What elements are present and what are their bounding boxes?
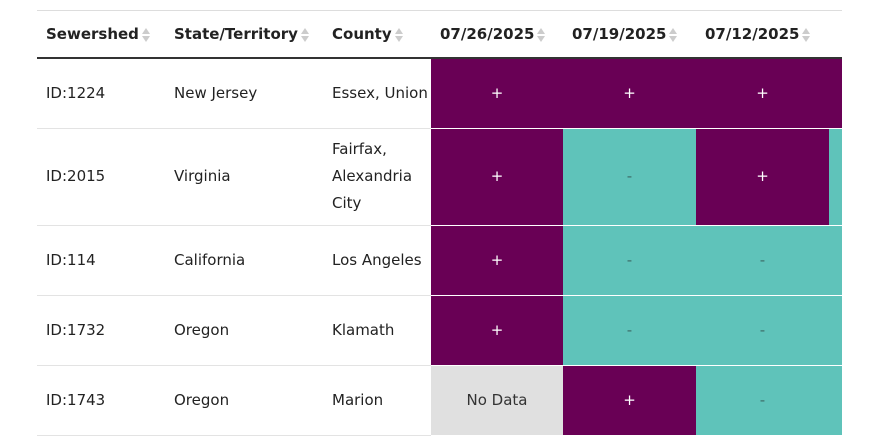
- column-header[interactable]: Sewershed: [37, 10, 165, 59]
- cell: Fairfax, Alexandria City: [323, 128, 431, 226]
- cell: ID:114: [37, 225, 165, 296]
- status-cell: -: [696, 365, 829, 436]
- status-cell: No Data: [431, 365, 563, 436]
- column-header-text: 07/12/2025: [705, 25, 800, 43]
- clipped-column-header: [829, 10, 842, 59]
- cell: ID:1743: [37, 365, 165, 436]
- status-cell: -: [696, 295, 829, 366]
- clipped-cell: [829, 58, 842, 129]
- cell: Virginia: [165, 128, 323, 226]
- cell: ID:1224: [37, 58, 165, 129]
- status-cell: +: [431, 128, 563, 226]
- status-cell: +: [431, 295, 563, 366]
- status-cell: +: [431, 225, 563, 296]
- column-header[interactable]: 07/19/2025: [563, 10, 696, 59]
- clipped-cell: [829, 295, 842, 366]
- data-table: Sewershed State/Territory County 07/26/2025…: [37, 10, 842, 436]
- column-header-text: 07/19/2025: [572, 25, 667, 43]
- column-header-text: County: [332, 25, 392, 43]
- table-container: Sewershed State/Territory County 07/26/2025…: [37, 10, 842, 438]
- clipped-cell: [829, 225, 842, 296]
- cell: Klamath: [323, 295, 431, 366]
- sort-icon[interactable]: [669, 27, 678, 43]
- clipped-cell: [829, 128, 842, 226]
- status-cell: -: [563, 128, 696, 226]
- cell: Essex, Union: [323, 58, 431, 129]
- sort-icon[interactable]: [802, 27, 811, 43]
- column-header-text: Sewershed: [46, 25, 139, 43]
- column-header[interactable]: State/Territory: [165, 10, 323, 59]
- column-header[interactable]: 07/12/2025: [696, 10, 829, 59]
- sort-icon[interactable]: [394, 27, 403, 43]
- status-cell: +: [696, 58, 829, 129]
- column-header[interactable]: 07/26/2025: [431, 10, 563, 59]
- table-row: ID:114 California Los Angeles + - -: [37, 225, 842, 296]
- column-header-text: 07/26/2025: [440, 25, 535, 43]
- column-header-text: State/Territory: [174, 25, 298, 43]
- sort-icon[interactable]: [537, 27, 546, 43]
- cell: New Jersey: [165, 58, 323, 129]
- table-row: ID:1743 Oregon Marion No Data + -: [37, 365, 842, 436]
- status-cell: +: [431, 58, 563, 129]
- sort-icon[interactable]: [300, 27, 309, 43]
- table-row: ID:1224 New Jersey Essex, Union + + +: [37, 58, 842, 129]
- cell: Los Angeles: [323, 225, 431, 296]
- header-row: Sewershed State/Territory County 07/26/2025…: [37, 10, 842, 59]
- table-row: ID:1732 Oregon Klamath + - -: [37, 295, 842, 366]
- sort-icon[interactable]: [141, 27, 150, 43]
- cell: Oregon: [165, 295, 323, 366]
- table-row: ID:2015 Virginia Fairfax, Alexandria City +…: [37, 128, 842, 226]
- status-cell: +: [696, 128, 829, 226]
- status-cell: +: [563, 58, 696, 129]
- cell: Marion: [323, 365, 431, 436]
- cell: ID:2015: [37, 128, 165, 226]
- cell: California: [165, 225, 323, 296]
- cell: ID:1732: [37, 295, 165, 366]
- clipped-cell: [829, 365, 842, 436]
- status-cell: +: [563, 365, 696, 436]
- status-cell: -: [696, 225, 829, 296]
- status-cell: -: [563, 225, 696, 296]
- cell: Oregon: [165, 365, 323, 436]
- table-body: ID:1224 New Jersey Essex, Union + + + ID:2015 V…: [37, 58, 842, 436]
- status-cell: -: [563, 295, 696, 366]
- column-header[interactable]: County: [323, 10, 431, 59]
